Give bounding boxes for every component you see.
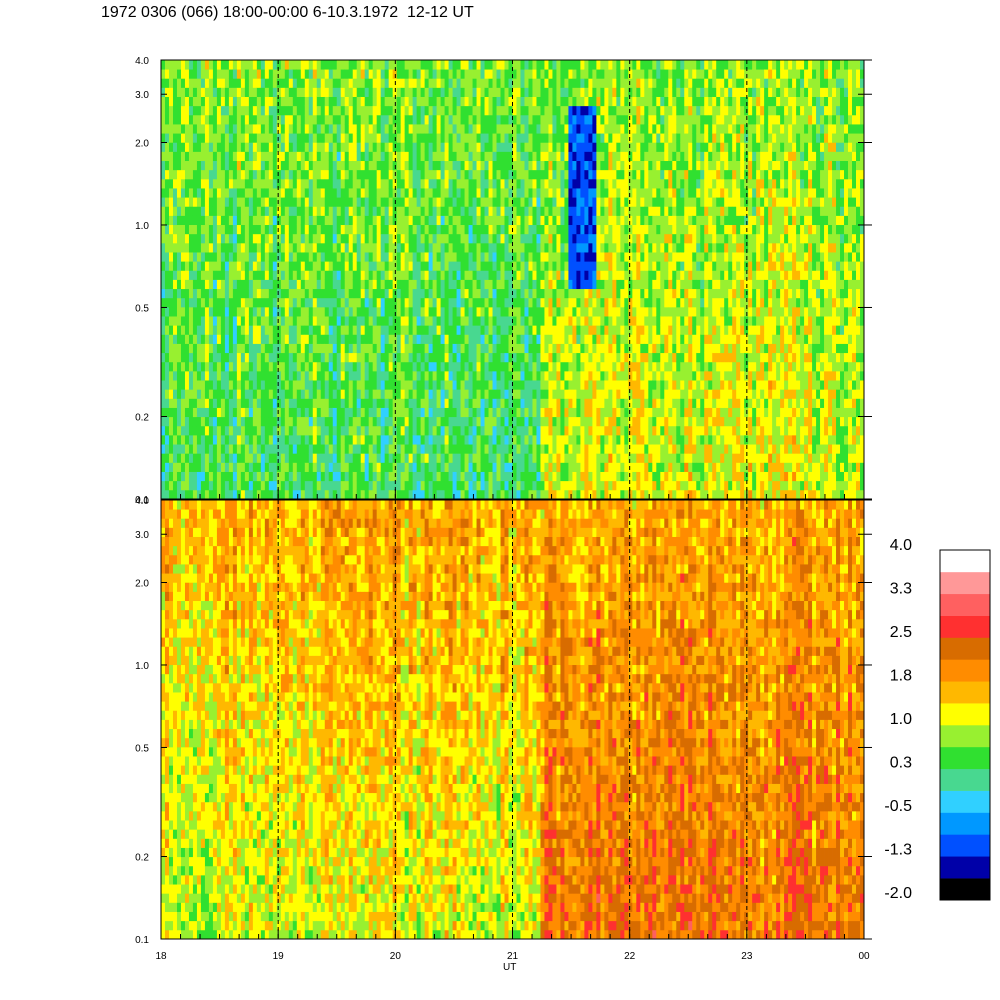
y-tick-label: 4.0 (135, 496, 149, 507)
colorbar-swatch (940, 637, 990, 660)
colorbar-swatch (940, 878, 990, 901)
colorbar-swatch (940, 703, 990, 726)
x-tick-label: 18 (155, 951, 167, 962)
y-tick-label: 0.5 (135, 303, 149, 314)
colorbar-swatch (940, 856, 990, 879)
colorbar-label: -1.3 (884, 842, 912, 859)
x-tick-label: 20 (390, 951, 402, 962)
colorbar-label: 4.0 (890, 537, 912, 554)
lower-spectrogram-panel: 0.1 0.2 0.5 1.0 2.0 3.0 4.0 18 19 20 21 22 23 00 (135, 496, 872, 962)
colorbar-swatch (940, 615, 990, 638)
colorbar-swatch (940, 746, 990, 770)
y-tick-label: 1.0 (135, 661, 149, 672)
colorbar-swatch (940, 659, 990, 682)
colorbar-label: 2.5 (890, 624, 912, 641)
y-tick-label: 0.2 (135, 853, 149, 864)
colorbar-label: 1.8 (890, 668, 912, 685)
y-tick-label: 0.1 (135, 495, 149, 506)
colorbar-label: 1.0 (890, 711, 912, 728)
colorbar-label: 0.3 (890, 755, 912, 772)
y-tick-label: 3.0 (135, 90, 149, 101)
colorbar-swatch (940, 790, 990, 813)
colorbar-swatch (940, 768, 990, 791)
colorbar-label: -0.5 (884, 798, 912, 815)
heatmap-field (161, 60, 865, 500)
y-tick-label: 1.0 (135, 221, 149, 232)
x-tick-label: 22 (624, 951, 636, 962)
colorbar: 4.0 3.3 2.5 1.8 1.0 0.3 -0.5 -1.3 -2.0 (884, 537, 991, 902)
y-tick-label: 0.2 (135, 413, 149, 424)
colorbar-swatch (940, 834, 990, 857)
x-tick-label: 21 (507, 951, 519, 962)
upper-spectrogram-panel: 0.1 0.2 0.5 1.0 2.0 3.0 4.0 (135, 56, 872, 506)
y-tick-label: 2.0 (135, 138, 149, 149)
x-axis-label: UT (503, 962, 517, 973)
colorbar-swatch (940, 550, 990, 573)
y-tick-label: 0.5 (135, 743, 149, 754)
colorbar-swatch (940, 812, 990, 835)
x-tick-label: 19 (273, 951, 285, 962)
colorbar-label: -2.0 (884, 885, 912, 902)
colorbar-label: 3.3 (890, 581, 912, 598)
y-tick-label: 0.1 (135, 935, 149, 946)
colorbar-swatch (940, 571, 990, 595)
colorbar-swatch (940, 681, 990, 704)
y-tick-label: 4.0 (135, 56, 149, 67)
colorbar-swatch (940, 593, 990, 616)
page-title: 1972 0306 (066) 18:00-00:00 6-10.3.1972 … (101, 4, 474, 21)
y-tick-label: 3.0 (135, 530, 149, 541)
x-tick-label: 00 (858, 951, 870, 962)
x-tick-label: 23 (741, 951, 753, 962)
y-tick-label: 2.0 (135, 578, 149, 589)
colorbar-frame (939, 549, 991, 901)
colorbar-swatch (940, 725, 990, 748)
